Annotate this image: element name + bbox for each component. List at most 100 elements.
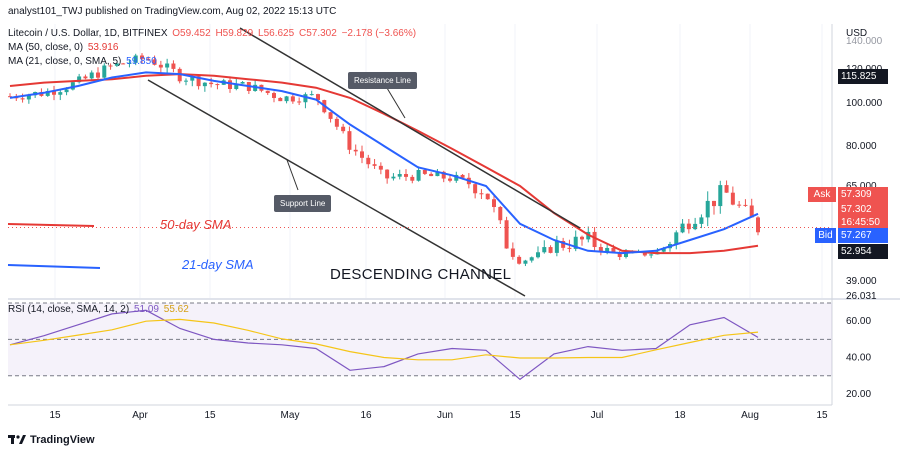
candle-body bbox=[372, 164, 377, 166]
candle-body bbox=[542, 247, 547, 253]
candle-body bbox=[718, 185, 723, 207]
candle-body bbox=[108, 65, 113, 67]
candle-body bbox=[196, 76, 201, 87]
rsi-pane bbox=[8, 301, 832, 403]
rsi-tick-label: 20.00 bbox=[846, 389, 871, 400]
price-tick-label: 65.000 bbox=[846, 181, 877, 192]
candle-body bbox=[705, 200, 710, 218]
candle-body bbox=[309, 94, 314, 96]
candle-body bbox=[353, 149, 358, 152]
candle-body bbox=[479, 193, 484, 195]
candle-body bbox=[152, 59, 157, 65]
candle-body bbox=[360, 151, 364, 158]
candle-body bbox=[454, 174, 459, 181]
candle-body bbox=[70, 82, 75, 90]
candle-body bbox=[686, 223, 691, 230]
time-tick-label: May bbox=[281, 410, 300, 421]
legend-open: O59.452 bbox=[172, 28, 211, 39]
support-channel-line bbox=[147, 79, 526, 297]
candle-body bbox=[617, 252, 622, 257]
candle-body bbox=[77, 76, 82, 83]
legend-rsi-value: 51.09 bbox=[133, 304, 159, 315]
candle-body bbox=[712, 200, 716, 207]
candle-body bbox=[184, 80, 188, 82]
candle-body bbox=[303, 94, 308, 103]
legend-ma21: MA (21, close, 0, SMA, 5) 59.850 bbox=[8, 56, 157, 67]
candle-body bbox=[378, 165, 383, 170]
price-label-high: 115.825 bbox=[838, 69, 888, 84]
candle-body bbox=[140, 55, 144, 59]
channel-annotation: DESCENDING CHANNEL bbox=[330, 266, 512, 283]
candle-body bbox=[737, 204, 742, 206]
legend-rsi: RSI (14, close, SMA, 14, 2) 51.09 55.62 bbox=[8, 304, 189, 315]
candle-body bbox=[649, 254, 654, 256]
candle-body bbox=[523, 260, 528, 264]
candle-body bbox=[416, 169, 421, 181]
candle-body bbox=[749, 205, 754, 218]
resistance-channel-line bbox=[239, 27, 581, 229]
candle-body bbox=[554, 240, 559, 253]
candle-body bbox=[228, 80, 232, 89]
time-tick-label: 15 bbox=[816, 410, 828, 421]
candle-body bbox=[190, 76, 195, 81]
legend-ma21-label: MA (21, close, 0, SMA, 5) bbox=[8, 56, 122, 67]
price-tick-label: 100.000 bbox=[846, 98, 883, 109]
currency-label: USD bbox=[846, 28, 868, 39]
candle-body bbox=[661, 248, 666, 252]
sma21-annotation: 21-day SMA bbox=[182, 257, 254, 272]
candle-body bbox=[202, 82, 207, 87]
candle-body bbox=[429, 173, 434, 177]
candle-body bbox=[385, 169, 390, 179]
legend-ma21-value: 59.850 bbox=[126, 56, 157, 67]
candle-body bbox=[171, 63, 176, 69]
candle-body bbox=[297, 101, 302, 103]
legend-high: H59.829 bbox=[215, 28, 254, 39]
publish-header: analyst101_TWJ published on TradingView.… bbox=[8, 6, 337, 17]
candle-body bbox=[561, 240, 566, 248]
candle-body bbox=[366, 157, 371, 165]
candle-body bbox=[45, 91, 50, 96]
price-tick-label: 140.000 bbox=[846, 36, 883, 47]
price-tick-label: 39.000 bbox=[846, 276, 877, 287]
rsi-sma-line bbox=[9, 318, 759, 361]
time-tick-label: Jun bbox=[437, 410, 453, 421]
legend-rsi-label: RSI (14, close, SMA, 14, 2) bbox=[8, 304, 130, 315]
price-tick-label: 26.031 bbox=[846, 291, 877, 302]
candle-body bbox=[8, 96, 12, 98]
price-label-bid: 57.267 bbox=[838, 228, 888, 243]
rsi-tick-label: 40.00 bbox=[846, 353, 871, 364]
candle-body bbox=[133, 55, 138, 63]
candle-body bbox=[272, 93, 276, 98]
time-tick-label: 18 bbox=[674, 410, 686, 421]
price-label-low: 52.954 bbox=[838, 244, 888, 259]
candle-body bbox=[96, 72, 100, 78]
candle-body bbox=[680, 223, 685, 233]
ask-label: Ask bbox=[808, 187, 836, 202]
candle-body bbox=[114, 63, 119, 66]
candle-body bbox=[422, 169, 427, 174]
candle-body bbox=[473, 184, 478, 194]
legend-ma50-label: MA (50, close, 0) bbox=[8, 42, 84, 53]
candle-body bbox=[611, 247, 616, 253]
legend-close: C57.302 bbox=[298, 28, 337, 39]
price-label-ask: 57.309 bbox=[838, 187, 888, 202]
candle-body bbox=[121, 63, 126, 65]
candle-body bbox=[536, 252, 540, 258]
candle-body bbox=[58, 92, 63, 95]
candle-body bbox=[605, 247, 610, 253]
tradingview-logo-icon bbox=[8, 435, 26, 444]
candle-body bbox=[510, 248, 515, 257]
time-tick-label: 15 bbox=[204, 410, 216, 421]
candle-body bbox=[730, 192, 735, 205]
candle-body bbox=[410, 176, 415, 181]
time-tick-label: 16 bbox=[360, 410, 372, 421]
bid-label: Bid bbox=[815, 228, 836, 243]
candle-body bbox=[743, 204, 748, 206]
candle-body bbox=[598, 247, 603, 253]
legend-change: −2.178 (−3.66%) bbox=[341, 28, 417, 39]
candle-body bbox=[592, 231, 597, 248]
candle-body bbox=[290, 96, 295, 102]
rsi-line bbox=[9, 309, 759, 381]
sma50-annotation: 50-day SMA bbox=[160, 217, 232, 232]
